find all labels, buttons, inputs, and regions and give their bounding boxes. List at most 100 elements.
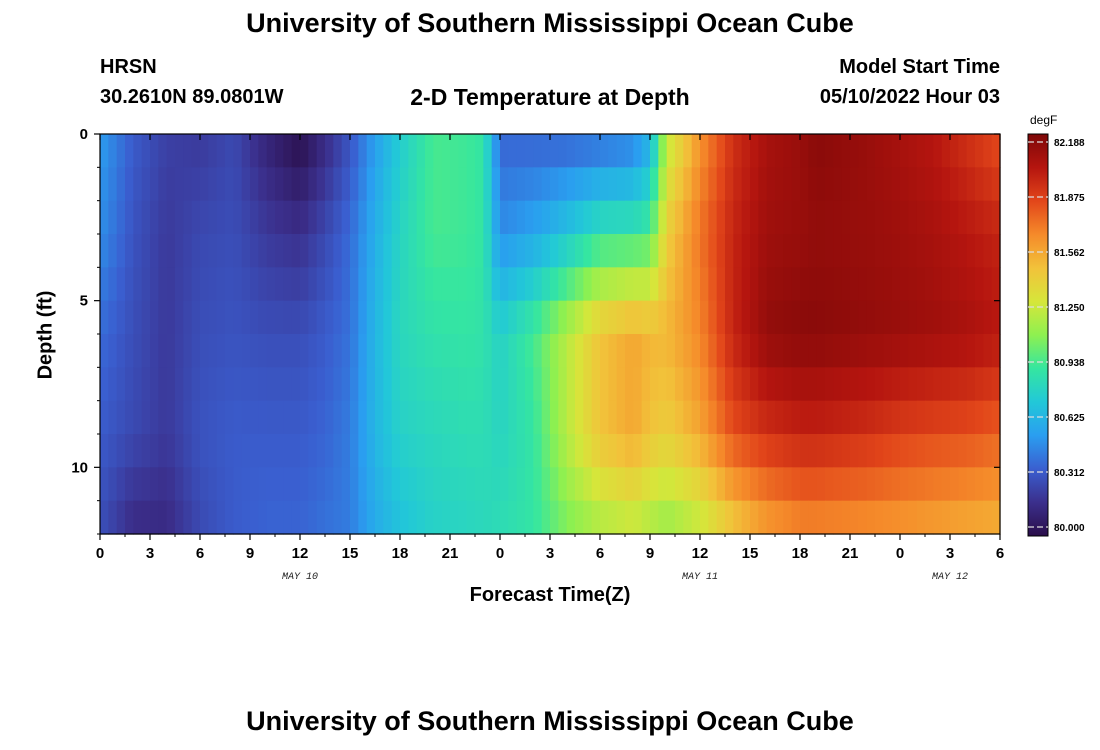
heatmap-cell (950, 334, 959, 368)
heatmap-cell (858, 367, 868, 402)
heatmap-cell (375, 400, 384, 435)
heatmap-cell (225, 467, 234, 502)
heatmap-cell (908, 267, 918, 302)
heatmap-cell (800, 234, 809, 268)
heatmap-cell (508, 500, 518, 535)
heatmap-cell (116, 467, 126, 502)
heatmap-cell (183, 467, 193, 502)
heatmap-cell (125, 334, 134, 368)
heatmap-cell (541, 134, 551, 168)
heatmap-cell (350, 500, 359, 535)
heatmap-cell (350, 467, 359, 502)
heatmap-cell (575, 400, 584, 435)
heatmap-cell (766, 234, 776, 268)
y-tick-label: 10 (71, 459, 88, 476)
heatmap-cell (566, 167, 576, 202)
heatmap-cell (400, 267, 409, 302)
heatmap-cell (283, 334, 293, 368)
heatmap-cell (833, 367, 843, 402)
heatmap-cell (816, 434, 826, 468)
heatmap-cell (566, 234, 576, 268)
heatmap-cell (225, 400, 234, 435)
heatmap-cell (216, 367, 226, 402)
heatmap-cell (841, 200, 851, 235)
heatmap-cell (891, 200, 901, 235)
heatmap-cell (141, 167, 151, 202)
heatmap-cell (550, 234, 559, 268)
heatmap-cell (858, 200, 868, 235)
heatmap-cell (966, 367, 976, 402)
heatmap-cell (283, 234, 293, 268)
heatmap-cell (400, 334, 409, 368)
heatmap-cell (875, 234, 884, 268)
heatmap-cell (891, 300, 901, 335)
heatmap-cell (366, 134, 376, 168)
heatmap-cell (891, 400, 901, 435)
heatmap-cell (150, 134, 159, 168)
heatmap-cell (883, 200, 893, 235)
heatmap-cell (391, 300, 401, 335)
heatmap-cell (958, 400, 968, 435)
heatmap-cell (125, 434, 134, 468)
heatmap-cell (941, 267, 951, 302)
heatmap-cell (100, 500, 109, 535)
heatmap-cell (108, 267, 118, 302)
heatmap-cell (683, 334, 693, 368)
x-tick-label: 15 (342, 545, 359, 562)
heatmap-cell (333, 200, 343, 235)
heatmap-cell (383, 334, 393, 368)
heatmap-cell (783, 234, 793, 268)
heatmap-cell (100, 334, 109, 368)
heatmap-cell (783, 167, 793, 202)
heatmap-cell (733, 200, 743, 235)
heatmap-cell (700, 267, 709, 302)
heatmap-cell (358, 200, 368, 235)
heatmap-cell (908, 400, 918, 435)
heatmap-cell (850, 300, 859, 335)
heatmap-cell (825, 367, 834, 402)
heatmap-cell (433, 234, 443, 268)
heatmap-cell (491, 300, 501, 335)
heatmap-cell (775, 467, 784, 502)
heatmap-cell (358, 300, 368, 335)
heatmap-cell (808, 367, 818, 402)
heatmap-cell (775, 434, 784, 468)
heatmap-cell (858, 500, 868, 535)
heatmap-cell (291, 234, 301, 268)
heatmap-cell (541, 400, 551, 435)
heatmap-cell (975, 434, 984, 468)
heatmap-cell (408, 200, 418, 235)
heatmap-cell (408, 167, 418, 202)
heatmap-cell (833, 134, 843, 168)
heatmap-cell (116, 500, 126, 535)
heatmap-cell (708, 167, 718, 202)
heatmap-cell (458, 467, 468, 502)
heatmap-cell (716, 334, 726, 368)
heatmap-cell (775, 234, 784, 268)
heatmap-cell (366, 367, 376, 402)
heatmap-cell (275, 334, 284, 368)
heatmap-cell (575, 334, 584, 368)
heatmap-cell (983, 434, 993, 468)
heatmap-cell (991, 167, 1001, 202)
heatmap-cell (666, 500, 676, 535)
heatmap-cell (241, 267, 251, 302)
heatmap-cell (433, 400, 443, 435)
heatmap-cell (508, 400, 518, 435)
heatmap-cell (391, 267, 401, 302)
heatmap-cell (866, 267, 876, 302)
heatmap-cell (933, 434, 943, 468)
heatmap-cell (941, 334, 951, 368)
heatmap-cell (166, 267, 176, 302)
heatmap-cell (866, 300, 876, 335)
heatmap-cell (900, 400, 909, 435)
heatmap-cell (633, 400, 643, 435)
heatmap-cell (583, 467, 593, 502)
heatmap-cell (958, 500, 968, 535)
heatmap-cell (741, 367, 751, 402)
heatmap-cell (800, 500, 809, 535)
heatmap-cell (550, 300, 559, 335)
heatmap-cell (925, 400, 934, 435)
heatmap-cell (983, 300, 993, 335)
heatmap-cell (791, 234, 801, 268)
